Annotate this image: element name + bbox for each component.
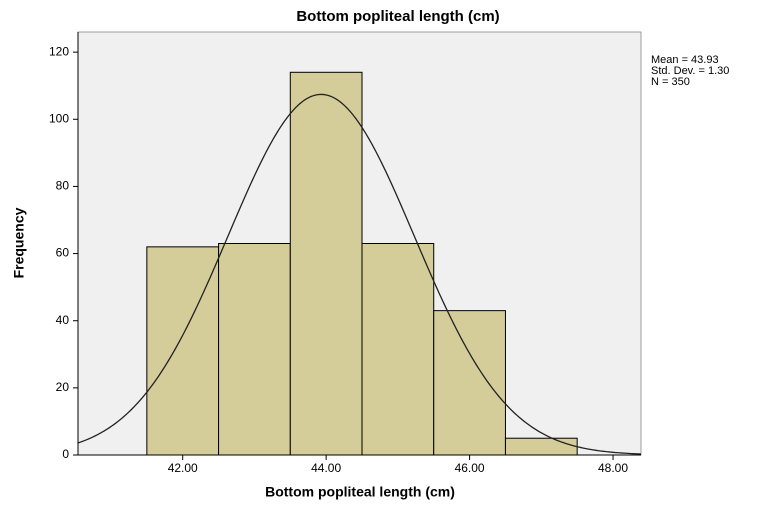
stat-label: Mean = 43.93 (651, 54, 719, 66)
bar (289, 71, 363, 456)
bar (218, 243, 291, 456)
y-tick-label: 120 (49, 44, 69, 58)
bar (146, 246, 220, 456)
x-axis-label: Bottom popliteal length (cm) (265, 484, 455, 500)
x-tick-label: 44.00 (311, 461, 341, 475)
stat-label: Std. Dev. = 1.30 (651, 65, 729, 77)
y-tick-label: 0 (62, 447, 69, 461)
y-tick-label: 20 (56, 380, 70, 394)
bar (504, 437, 578, 456)
y-tick-label: 60 (56, 246, 70, 260)
stat-label: N = 350 (651, 76, 690, 88)
y-tick-label: 40 (56, 313, 70, 327)
y-tick-label: 80 (56, 179, 70, 193)
chart-title: Bottom popliteal length (cm) (296, 8, 499, 25)
x-tick-label: 42.00 (168, 461, 198, 475)
x-tick-label: 46.00 (455, 461, 485, 475)
normal-curve (77, 93, 642, 455)
bar (361, 243, 435, 456)
y-tick-label: 100 (49, 111, 69, 125)
bar (433, 310, 506, 456)
y-axis-label: Frequency (11, 207, 27, 278)
x-tick-label: 48.00 (598, 461, 628, 475)
